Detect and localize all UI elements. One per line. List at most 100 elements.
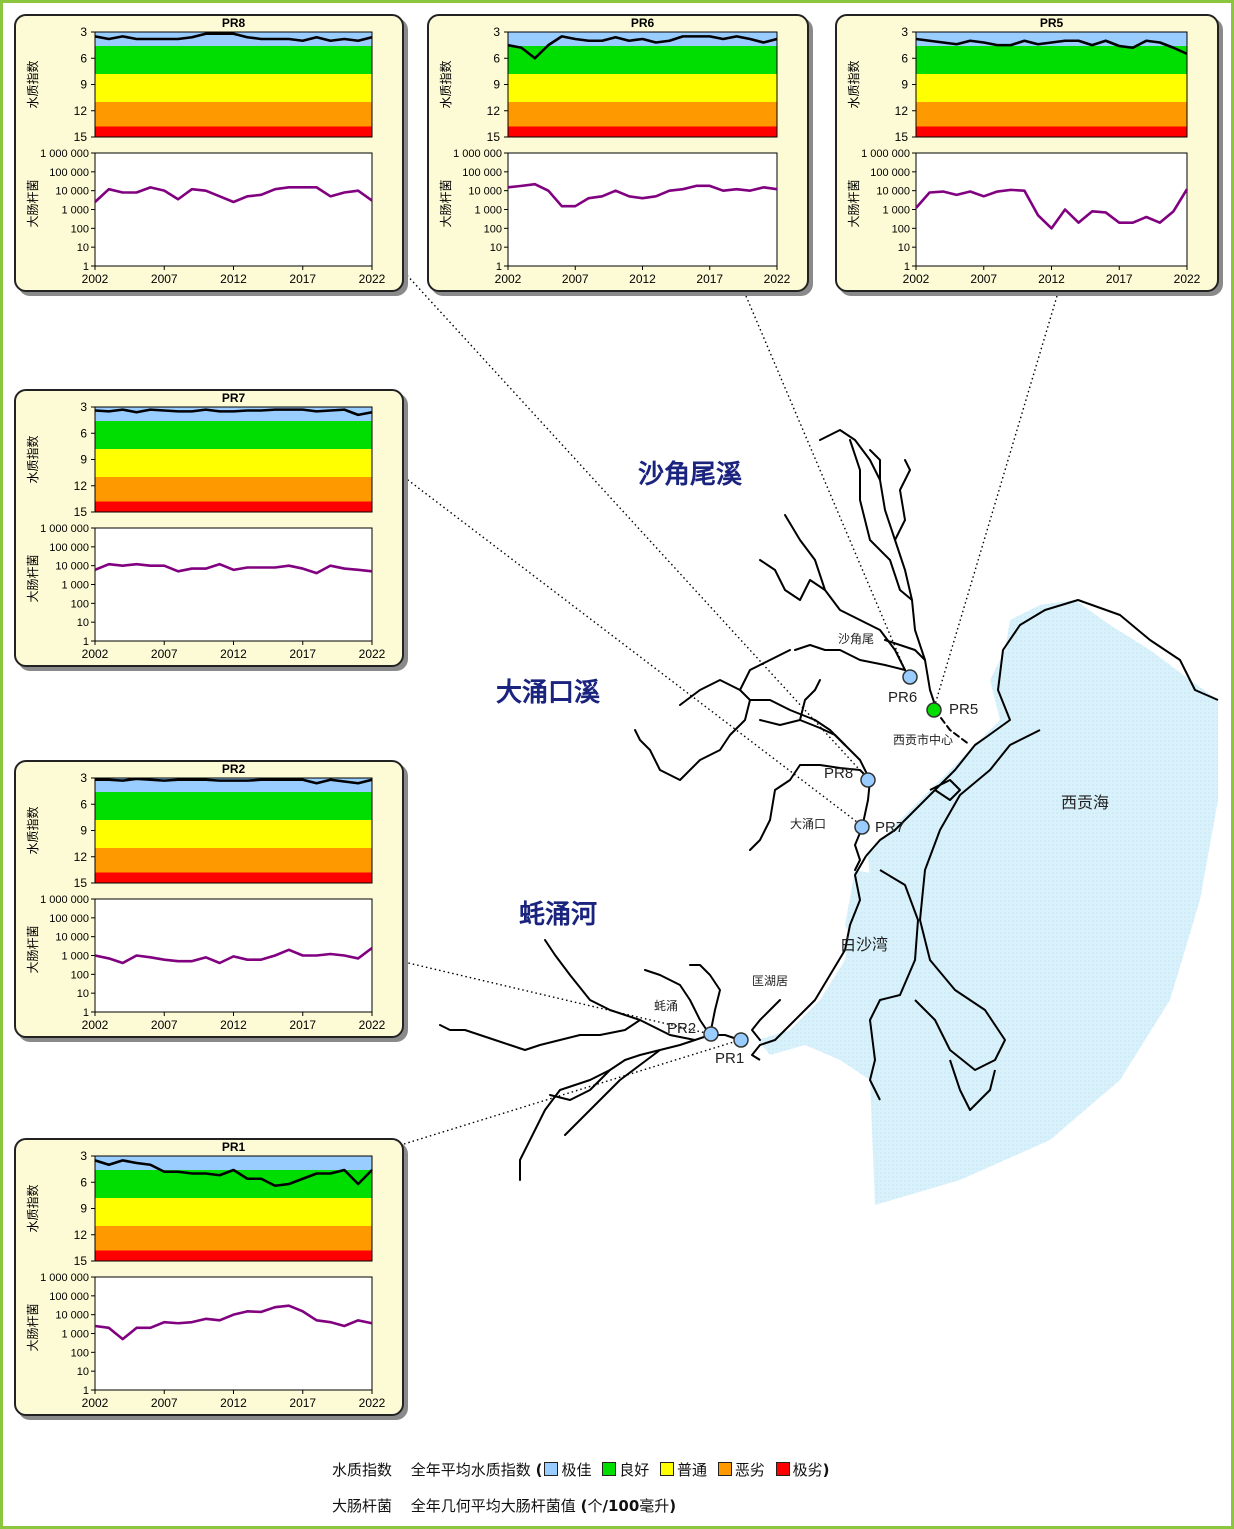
x-tick-label: 2022 bbox=[359, 647, 386, 661]
ecoli-axis-label: 大肠杆菌 bbox=[439, 179, 453, 227]
x-tick-label: 2022 bbox=[764, 272, 791, 286]
band-bad bbox=[95, 1226, 372, 1251]
chart-panel-pr2[interactable]: PR2 3 6 9 12 15 水质指数 1 000 000 100 000 10 000 1 00… bbox=[14, 760, 404, 1038]
ecoli-plot-frame bbox=[915, 152, 1188, 267]
chart-svg: PR1 3 6 9 12 15 水质指数 1 000 000 100 000 10 000 1 00… bbox=[25, 1140, 386, 1410]
chart-panel-pr8[interactable]: PR8 3 6 9 12 15 水质指数 1 000 000 100 000 10 000 1 00… bbox=[14, 14, 404, 292]
chart-panel-pr1[interactable]: PR1 3 6 9 12 15 水质指数 1 000 000 100 000 10 000 1 00… bbox=[14, 1138, 404, 1416]
ecoli-tick-label: 100 bbox=[71, 969, 89, 981]
station-pr2-marker[interactable] bbox=[703, 1026, 719, 1042]
stream-label-tai-chung-hau: 大涌口溪 bbox=[496, 678, 601, 708]
river-ho-chung bbox=[519, 1034, 741, 1181]
chart-svg: PR5 3 6 9 12 15 水质指数 1 000 000 100 000 10 000 1 00… bbox=[846, 16, 1201, 286]
wqi-tick-label: 9 bbox=[493, 78, 500, 92]
station-pr6-marker[interactable] bbox=[902, 669, 918, 685]
station-pr1-marker[interactable] bbox=[733, 1032, 749, 1048]
legend-cat-bad: 恶劣 bbox=[734, 1461, 765, 1479]
wqi-axis-label: 水质指数 bbox=[25, 806, 40, 854]
place-label-pak-sha-wan: 白沙湾 bbox=[840, 935, 888, 954]
band-very-bad bbox=[95, 501, 372, 512]
wqi-series-line bbox=[915, 37, 1188, 56]
band-fair bbox=[916, 74, 1187, 102]
x-tick-label: 2022 bbox=[359, 1018, 386, 1032]
band-very-bad bbox=[95, 1250, 372, 1261]
river-ho-chung-trib-3 bbox=[564, 1049, 661, 1136]
wqi-tick-label: 9 bbox=[80, 453, 87, 467]
ecoli-axis-label: 大肠杆菌 bbox=[26, 1303, 40, 1351]
ecoli-plot-frame bbox=[94, 152, 373, 267]
ecoli-tick-label: 10 000 bbox=[876, 186, 910, 198]
ecoli-tick-label: 1 000 bbox=[61, 205, 89, 217]
band-bad bbox=[95, 102, 372, 127]
ecoli-axis-label: 大肠杆菌 bbox=[847, 179, 861, 227]
ecoli-tick-label: 1 000 bbox=[882, 205, 910, 217]
river-sha-kok-mei-trib-4 bbox=[884, 639, 926, 661]
ecoli-tick-label: 100 000 bbox=[49, 542, 89, 554]
chart-panel-pr5[interactable]: PR5 3 6 9 12 15 水质指数 1 000 000 100 000 10 000 1 00… bbox=[835, 14, 1219, 292]
station-pr5-marker[interactable] bbox=[926, 702, 942, 718]
ecoli-tick-label: 1 000 000 bbox=[40, 894, 89, 906]
band-good bbox=[508, 46, 777, 74]
leader-pr1 bbox=[403, 1039, 741, 1145]
chart-panel-pr6[interactable]: PR6 3 6 9 12 15 水质指数 1 000 000 100 000 10 000 1 00… bbox=[427, 14, 809, 292]
legend-cat-very-bad: 极劣 bbox=[792, 1461, 823, 1479]
wqi-tick-label: 9 bbox=[901, 78, 908, 92]
ecoli-tick-label: 1 000 000 bbox=[40, 523, 89, 535]
place-label-sai-kung-town: 西贡市中心 bbox=[893, 732, 953, 747]
ecoli-series-line bbox=[507, 182, 778, 208]
chart-svg: PR2 3 6 9 12 15 水质指数 1 000 000 100 000 10 000 1 00… bbox=[25, 762, 386, 1032]
band-fair bbox=[95, 820, 372, 848]
wqi-axis-label: 水质指数 bbox=[438, 60, 453, 108]
wqi-tick-label: 9 bbox=[80, 78, 87, 92]
ecoli-tick-label: 100 bbox=[71, 1347, 89, 1359]
legend-open-paren: ( bbox=[535, 1461, 543, 1479]
ecoli-tick-label: 10 bbox=[77, 617, 89, 629]
legend-ecoli-unit-b: /100 bbox=[602, 1497, 640, 1515]
wqi-axis-label: 水质指数 bbox=[25, 435, 40, 483]
place-label-tai-chung-hau: 大涌口 bbox=[790, 817, 826, 831]
ecoli-tick-label: 100 000 bbox=[462, 167, 502, 179]
wqi-tick-label: 15 bbox=[487, 130, 501, 144]
x-tick-label: 2007 bbox=[562, 272, 589, 286]
band-fair bbox=[95, 449, 372, 477]
ecoli-plot-frame bbox=[507, 152, 778, 267]
station-pr7-marker[interactable] bbox=[854, 819, 870, 835]
chart-title: PR7 bbox=[222, 391, 246, 405]
ecoli-tick-label: 1 000 bbox=[474, 205, 502, 217]
chart-svg: PR8 3 6 9 12 15 水质指数 1 000 000 100 000 10 000 1 00… bbox=[25, 16, 386, 286]
ecoli-plot-frame bbox=[94, 1276, 373, 1391]
river-tai-chung-hau-trib-4 bbox=[739, 649, 791, 691]
x-tick-label: 2002 bbox=[82, 1396, 109, 1410]
ecoli-tick-label: 1 bbox=[83, 1007, 89, 1019]
band-fair bbox=[95, 1198, 372, 1226]
river-ho-chung-east bbox=[751, 999, 781, 1041]
station-pr6-label: PR6 bbox=[888, 689, 917, 706]
wqi-series-line bbox=[94, 32, 373, 43]
stream-label-ho-chung: 蚝涌河 bbox=[519, 900, 597, 930]
ecoli-series-line bbox=[915, 188, 1189, 230]
wqi-tick-label: 6 bbox=[80, 797, 87, 811]
stream-label-sha-kok-mei: 沙角尾溪 bbox=[638, 459, 743, 490]
river-sha-kok-mei-west-trib bbox=[759, 559, 826, 601]
ecoli-tick-label: 100 bbox=[892, 223, 910, 235]
wqi-tick-label: 6 bbox=[80, 51, 87, 65]
x-tick-label: 2022 bbox=[359, 272, 386, 286]
station-pr8-marker[interactable] bbox=[860, 772, 876, 788]
x-tick-label: 2017 bbox=[289, 1018, 316, 1032]
x-tick-label: 2007 bbox=[151, 1396, 178, 1410]
legend-wqi: 水质指数 全年平均水质指数 (极佳 良好 普通 恶劣 极劣) bbox=[332, 1459, 830, 1480]
ecoli-tick-label: 10 bbox=[77, 1366, 89, 1378]
wqi-tick-label: 3 bbox=[80, 25, 87, 39]
chart-panel-pr7[interactable]: PR7 3 6 9 12 15 水质指数 1 000 000 100 000 10 000 1 00… bbox=[14, 389, 404, 667]
river-pr5-outlet bbox=[934, 709, 971, 746]
legend-ecoli-name: 大肠杆菌 bbox=[332, 1497, 393, 1515]
x-tick-label: 2022 bbox=[359, 1396, 386, 1410]
x-tick-label: 2007 bbox=[151, 272, 178, 286]
ecoli-tick-label: 1 000 000 bbox=[453, 148, 502, 160]
x-tick-label: 2012 bbox=[220, 1396, 247, 1410]
x-tick-label: 2002 bbox=[82, 272, 109, 286]
ecoli-axis-label: 大肠杆菌 bbox=[26, 554, 40, 602]
band-very-bad bbox=[95, 126, 372, 137]
river-tai-chung-hau-trib-2 bbox=[759, 719, 846, 746]
x-tick-label: 2017 bbox=[289, 1396, 316, 1410]
